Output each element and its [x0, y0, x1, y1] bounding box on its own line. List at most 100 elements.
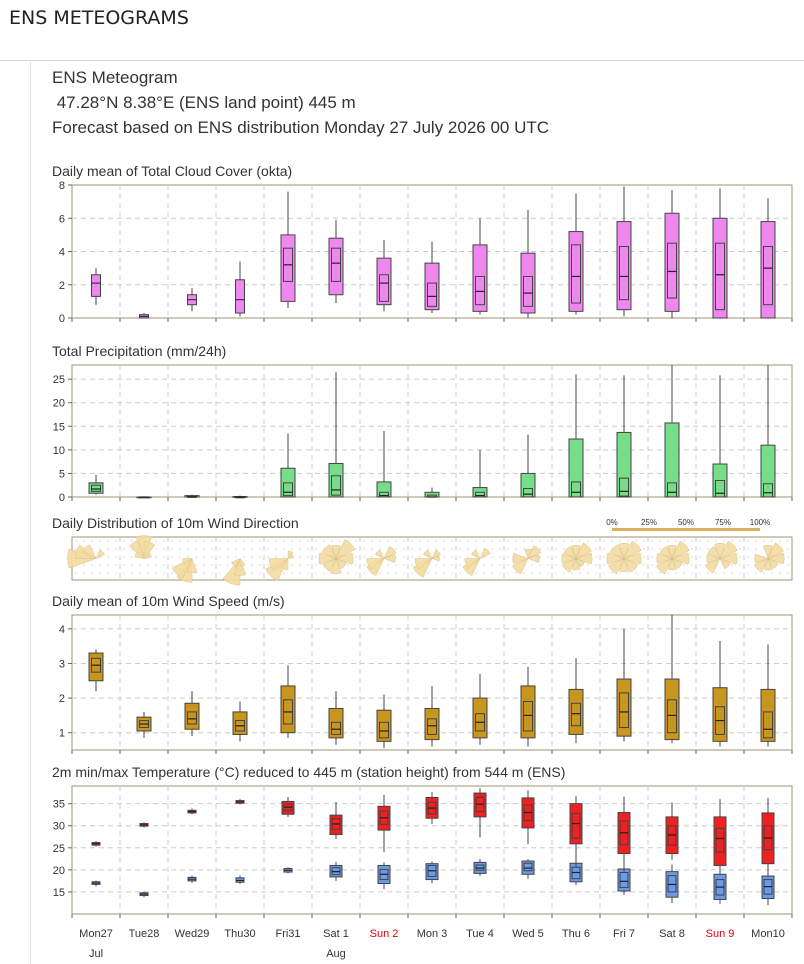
wind-dir-dot [163, 556, 165, 558]
wind-speed-box-inner [667, 699, 677, 734]
wind-dir-dot [139, 572, 141, 574]
wind-dir-dot [299, 572, 301, 574]
cloud-box-inner [331, 247, 341, 282]
wind-dir-dot [211, 548, 213, 550]
wind-dir-dot [275, 540, 277, 542]
wind-dir-dot [355, 540, 357, 542]
wind-dir-dot [483, 540, 485, 542]
tmax-box-inner [571, 812, 581, 839]
wind-dir-dot [259, 564, 261, 566]
wind-dir-dot [227, 556, 229, 558]
wind-dir-dot [139, 564, 141, 566]
wind-legend-label: 50% [678, 518, 694, 527]
wind-dir-dot [75, 572, 77, 574]
wind-dir-dot [411, 572, 413, 574]
wind-dir-dot [251, 564, 253, 566]
wind-rose-sector [619, 557, 629, 573]
cloud-ytick-label: 0 [59, 313, 65, 325]
cloud-ytick-label: 2 [59, 280, 65, 292]
wind-rose-sector [623, 540, 642, 560]
wind-dir-dot [739, 540, 741, 542]
wind-dir-dot [123, 564, 125, 566]
day-label: Thu 6 [562, 928, 590, 940]
wind-dir-dot [499, 540, 501, 542]
wind-rose-sector [561, 553, 577, 564]
wind-rose-sector [667, 557, 677, 571]
page-title: ENS METEOGRAMS [9, 7, 189, 29]
wind-dir-dot [355, 572, 357, 574]
wind-dir-dot [467, 548, 469, 550]
wind-dir-dot [107, 556, 109, 558]
wind-dir-dot [107, 572, 109, 574]
wind-dir-dot [203, 572, 205, 574]
wind-speed-ytick-label: 2 [59, 693, 65, 705]
wind-rose-sector [563, 546, 577, 560]
wind-dir-dot [403, 548, 405, 550]
wind-dir-dot [83, 540, 85, 542]
wind-dir-dot [123, 556, 125, 558]
wind-legend-bar [612, 528, 760, 531]
wind-rose-sector [95, 549, 105, 560]
wind-dir-dot [147, 572, 149, 574]
wind-speed-ytick-label: 1 [59, 728, 65, 740]
wind-dir-dot [507, 564, 509, 566]
wind-dir-dot [171, 540, 173, 542]
wind-dir-dot [403, 564, 405, 566]
wind-dir-dot [251, 548, 253, 550]
wind-rose-sector [335, 557, 347, 570]
wind-dir-dot [491, 556, 493, 558]
wind-dir-dot [595, 540, 597, 542]
wind-dir-dot [595, 564, 597, 566]
wind-dir-dot [771, 540, 773, 542]
wind-rose-sector [335, 552, 354, 565]
wind-dir-dot [651, 556, 653, 558]
wind-rose-sector [265, 557, 289, 582]
precip-ytick-label: 5 [59, 468, 65, 480]
wind-dir-dot [443, 548, 445, 550]
wind-dir-dot [347, 572, 349, 574]
wind-dir-dot [531, 564, 533, 566]
wind-dir-dot [675, 572, 677, 574]
wind-dir-dot [395, 548, 397, 550]
cloud-box-inner [427, 282, 437, 307]
wind-dir-dot [179, 556, 181, 558]
wind-speed-box-inner [763, 711, 773, 739]
wind-rose-sector [143, 541, 156, 560]
wind-dir-dot [467, 556, 469, 558]
wind-dir-dot [419, 548, 421, 550]
wind-dir-dot [755, 548, 757, 550]
wind-dir-dot [99, 548, 101, 550]
wind-dir-dot [243, 540, 245, 542]
wind-dir-dot [307, 540, 309, 542]
wind-dir-dot [395, 540, 397, 542]
wind-dir-dot [595, 548, 597, 550]
wind-dir-dot [667, 540, 669, 542]
wind-dir-dot [435, 572, 437, 574]
wind-rose-sector [575, 542, 592, 560]
wind-dir-dot [283, 572, 285, 574]
wind-dir-dot [435, 564, 437, 566]
wind-dir-dot [539, 548, 541, 550]
wind-dir-dot [235, 556, 237, 558]
wind-dir-dot [747, 564, 749, 566]
wind-dir-dot [131, 556, 133, 558]
wind-rose-sector [280, 557, 289, 571]
day-label: Sat 1 [323, 928, 349, 940]
wind-dir-dot [219, 548, 221, 550]
wind-dir-dot [715, 572, 717, 574]
wind-dir-dot [539, 540, 541, 542]
wind-dir-dot [227, 548, 229, 550]
precip-box-inner [475, 491, 485, 498]
wind-rose-sector [171, 557, 193, 579]
wind-dir-dot [235, 540, 237, 542]
wind-dir-dot [515, 540, 517, 542]
wind-dir-dot [595, 556, 597, 558]
wind-dir-dot [83, 564, 85, 566]
wind-rose-sector [623, 557, 639, 573]
wind-dir-dot [403, 572, 405, 574]
wind-dir-dot [363, 572, 365, 574]
wind-dir-dot [507, 548, 509, 550]
wind-rose-sector [671, 540, 690, 560]
wind-dir-dot [315, 572, 317, 574]
wind-dir-dot [371, 556, 373, 558]
